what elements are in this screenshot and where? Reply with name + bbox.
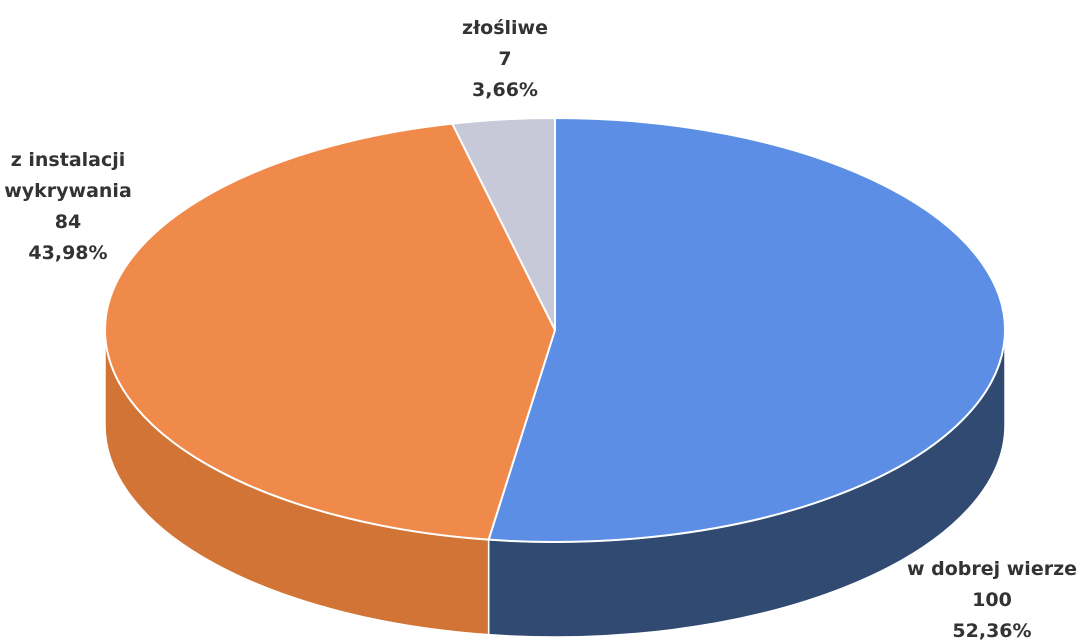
data-label-2: złośliwe 7 3,66%	[462, 17, 548, 101]
pie-slice-2	[450, 116, 556, 331]
slice-label-value: 84	[55, 211, 81, 233]
data-label-1: z instalacji wykrywania 84 43,98%	[4, 149, 132, 264]
pie-slice-1	[104, 122, 557, 541]
data-label-0: w dobrej wierze 100 52,36%	[907, 558, 1077, 641]
slice-label-name-1: wykrywania	[4, 180, 132, 202]
slice-label-percent: 3,66%	[472, 79, 538, 101]
slice-label-name-0: w dobrej wierze	[907, 558, 1077, 580]
slice-label-name-0: złośliwe	[462, 17, 548, 39]
slice-label-value: 100	[972, 589, 1012, 611]
slice-label-value: 7	[498, 48, 511, 70]
pie-slice-0	[487, 116, 1007, 543]
slice-label-percent: 43,98%	[28, 242, 107, 264]
slice-label-name-0: z instalacji	[11, 149, 126, 171]
slice-label-percent: 52,36%	[952, 620, 1031, 641]
